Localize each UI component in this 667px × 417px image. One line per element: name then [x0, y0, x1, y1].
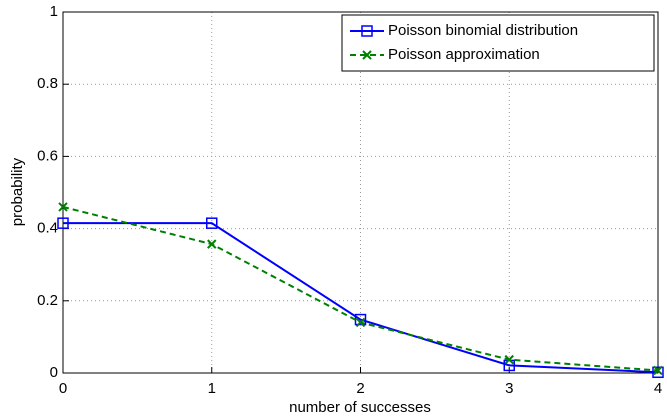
y-tick-label: 1 [50, 3, 58, 20]
marker [653, 365, 663, 376]
marker [206, 217, 218, 229]
x-tick-label: 1 [208, 380, 216, 397]
marker [58, 202, 68, 212]
marker [57, 217, 69, 229]
axes-box [62, 11, 659, 374]
x-axis-label: number of successes [289, 399, 431, 416]
series-line [63, 222, 659, 374]
y-tick-label: 0 [50, 364, 58, 381]
y-tick-label: 0.6 [37, 147, 58, 164]
y-tick-label: 0.4 [37, 220, 58, 237]
x-tick-label: 3 [505, 380, 513, 397]
x-tick-label: 4 [654, 380, 662, 397]
y-tick-label: 0.8 [37, 75, 58, 92]
marker [652, 366, 664, 379]
x-tick-label: 2 [356, 380, 364, 397]
legend-label: Poisson binomial distribution [388, 22, 578, 39]
marker [361, 25, 373, 37]
legend-box [341, 14, 655, 72]
marker [362, 50, 372, 60]
legend-label: Poisson approximation [388, 46, 540, 63]
y-tick-label: 0.2 [37, 292, 58, 309]
x-tick-label: 0 [59, 380, 67, 397]
marker [207, 239, 217, 249]
y-axis-label: probability [9, 157, 26, 226]
marker [355, 317, 366, 328]
marker [504, 354, 514, 365]
